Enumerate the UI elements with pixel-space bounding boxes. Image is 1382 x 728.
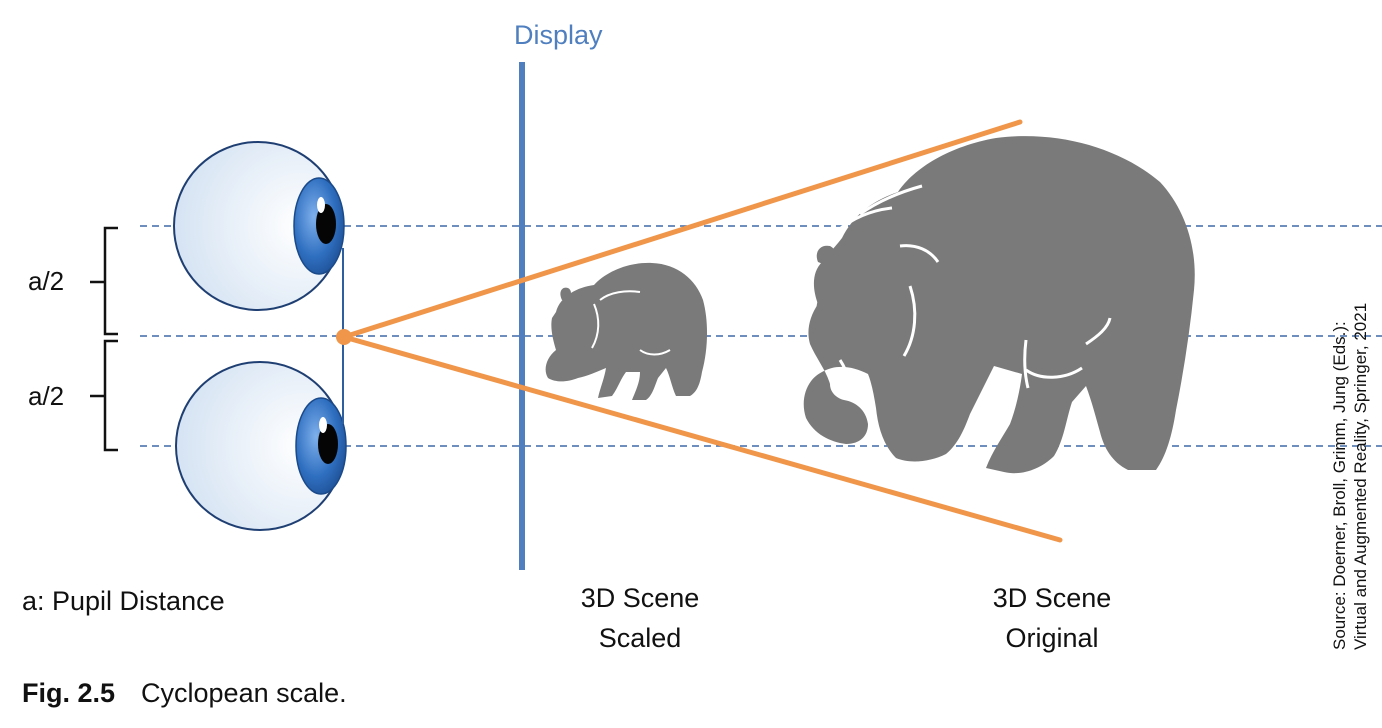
bear-original	[803, 136, 1195, 474]
sight-line-upper	[341, 119, 1023, 340]
half-distance-label-lower: a/2	[28, 381, 65, 411]
pupil-distance-legend: a: Pupil Distance	[22, 586, 225, 616]
scene-scaled-line1: 3D Scene	[580, 583, 700, 613]
figure-caption: Fig. 2.5 Cyclopean scale.	[22, 678, 347, 709]
scene-original-label: 3D Scene Original	[942, 578, 1162, 658]
source-line1: Source: Doerner, Broll, Grimm, Jung (Eds…	[1330, 321, 1349, 650]
eye-upper	[173, 141, 345, 311]
bracket-lower	[90, 339, 118, 452]
display-label: Display	[514, 20, 603, 50]
half-distance-label-upper: a/2	[28, 266, 65, 296]
sight-line-lower	[341, 334, 1063, 543]
bear-scaled-details	[591, 290, 671, 356]
figure-number: Fig. 2.5	[22, 678, 116, 708]
scene-scaled-label: 3D Scene Scaled	[530, 578, 750, 658]
eye-lower	[175, 361, 347, 531]
source-line2: Virtual and Augmented Reality, Springer,…	[1351, 302, 1370, 650]
scene-scaled-line2: Scaled	[598, 623, 682, 653]
source-attribution: Source: Doerner, Broll, Grimm, Jung (Eds…	[1329, 303, 1371, 650]
bear-original-details	[835, 184, 1112, 401]
bear-scaled	[545, 262, 708, 400]
figure-caption-text: Cyclopean scale.	[141, 678, 347, 708]
scene-original-line2: Original	[1005, 623, 1099, 653]
scene-original-line1: 3D Scene	[992, 583, 1112, 613]
bracket-upper	[90, 226, 118, 336]
cyclopean-eye-point	[336, 329, 352, 345]
